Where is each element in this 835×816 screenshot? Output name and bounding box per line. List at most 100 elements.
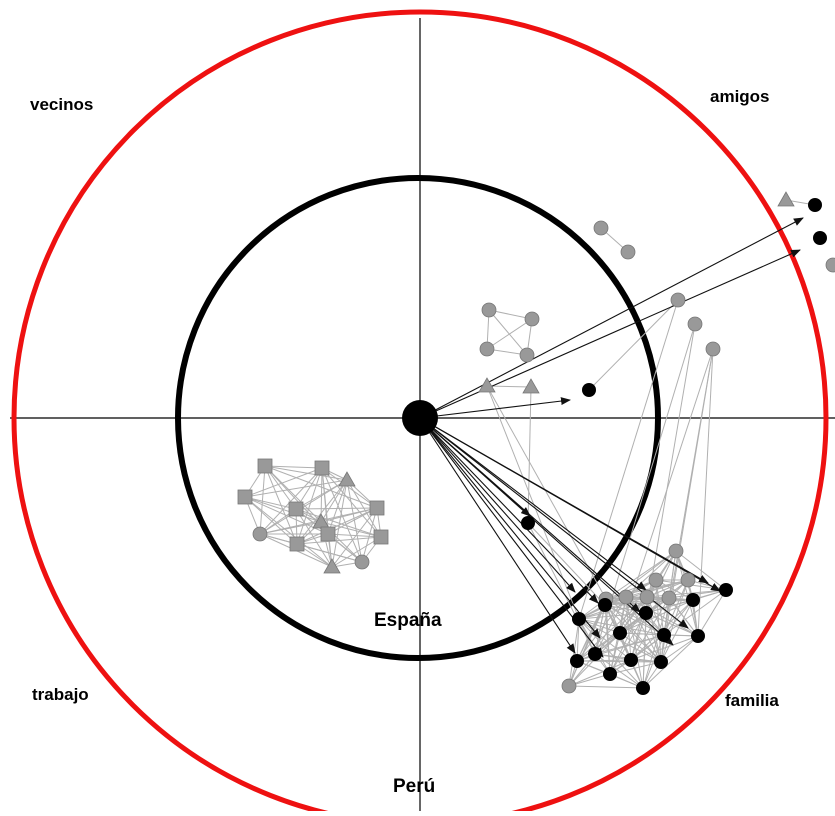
network-edge <box>645 612 699 637</box>
network-edge <box>296 467 323 545</box>
network-edge <box>588 299 679 391</box>
gray-circle-node-icon <box>481 302 497 318</box>
gray-square-node-icon <box>314 460 330 476</box>
label-trabajo: trabajo <box>32 685 89 704</box>
network-edge <box>486 385 580 620</box>
network-edge <box>660 348 714 663</box>
network-edge <box>578 618 662 663</box>
black-circle-node-icon <box>636 681 650 695</box>
gray-circle-node-icon <box>479 341 495 357</box>
network-edge <box>527 522 606 606</box>
network-edge <box>619 599 694 634</box>
network-edge <box>259 479 348 535</box>
network-edge <box>578 618 644 689</box>
network-edge <box>295 508 382 538</box>
network-edge <box>578 618 632 661</box>
black-circle-node-icon <box>598 598 612 612</box>
inner-ring-espana <box>175 175 661 661</box>
gray-square-node-icon <box>369 500 385 516</box>
network-edge <box>244 496 322 523</box>
gray-circle-node-icon <box>639 589 655 605</box>
black-circle-node-icon <box>808 198 822 212</box>
network-edge <box>604 604 665 636</box>
network-edge <box>264 465 322 523</box>
network-edge <box>645 599 694 614</box>
black-circle-node-icon <box>572 612 586 626</box>
ego-arrow <box>419 417 601 639</box>
network-edge <box>264 465 378 509</box>
gray-circle-node-icon <box>825 257 835 273</box>
gray-square-node-icon <box>257 458 273 474</box>
network-edge <box>697 589 727 637</box>
gray-triangle-node-icon <box>338 471 356 487</box>
black-circle-node-icon <box>588 647 602 661</box>
gray-square-node-icon <box>237 489 253 505</box>
black-circle-node-icon <box>691 629 705 643</box>
network-edge <box>244 479 348 498</box>
network-edge <box>320 479 348 523</box>
gray-triangle-node-icon <box>522 378 540 394</box>
outer-ring-peru <box>11 9 829 816</box>
gray-circle-node-icon <box>593 220 609 236</box>
black-circle-node-icon <box>657 628 671 642</box>
network-edge <box>296 543 363 563</box>
gray-circle-node-icon <box>661 590 677 606</box>
ego-node-icon <box>402 400 438 436</box>
network-edge <box>568 659 632 687</box>
label-familia: familia <box>725 691 779 710</box>
network-edge <box>331 536 382 568</box>
gray-circle-node-icon <box>519 347 535 363</box>
network-edge <box>321 467 363 563</box>
gray-circle-node-icon <box>687 316 703 332</box>
gray-square-node-icon <box>373 529 389 545</box>
ego-arrow <box>419 417 647 591</box>
network-edges <box>244 199 816 689</box>
network-edge <box>295 507 378 510</box>
network-edge <box>568 685 644 689</box>
network-nodes <box>237 191 835 695</box>
network-edge <box>578 612 647 620</box>
label-peru: Perú <box>393 776 435 797</box>
black-circle-node-icon <box>813 231 827 245</box>
network-edge <box>576 660 662 663</box>
network-edge <box>605 579 657 600</box>
network-edge <box>488 309 528 356</box>
network-edge <box>655 579 662 663</box>
gray-circle-node-icon <box>668 543 684 559</box>
black-circle-node-icon <box>603 667 617 681</box>
network-edge <box>605 598 662 663</box>
network-edge <box>625 596 644 689</box>
gray-square-node-icon <box>320 526 336 542</box>
gray-triangle-node-icon <box>323 558 341 574</box>
gray-circle-node-icon <box>252 526 268 542</box>
ego-arrow <box>419 417 721 592</box>
network-edge <box>605 598 665 636</box>
ego-arrow <box>419 417 674 646</box>
network-edge <box>660 599 694 663</box>
network-edge <box>331 507 378 568</box>
network-edge <box>296 479 348 545</box>
gray-square-node-icon <box>288 501 304 517</box>
network-edge <box>630 635 699 661</box>
network-edge <box>327 507 378 535</box>
network-edge <box>609 661 662 675</box>
label-espana: España <box>374 610 442 631</box>
black-circle-node-icon <box>624 653 638 667</box>
network-edge <box>321 467 378 509</box>
ego-arrows <box>419 217 804 658</box>
network-edge <box>320 521 382 538</box>
network-edge <box>668 597 699 637</box>
gray-circle-node-icon <box>561 678 577 694</box>
gray-circle-node-icon <box>524 311 540 327</box>
network-edge <box>259 465 266 535</box>
network-edge <box>578 596 648 620</box>
black-circle-node-icon <box>582 383 596 397</box>
network-edge <box>486 385 607 600</box>
gray-circle-node-icon <box>648 572 664 588</box>
network-edge <box>697 348 714 637</box>
ego-arrow <box>419 417 576 654</box>
network-edge <box>609 612 647 675</box>
ego-arrow <box>419 397 571 419</box>
network-edge <box>594 653 644 689</box>
